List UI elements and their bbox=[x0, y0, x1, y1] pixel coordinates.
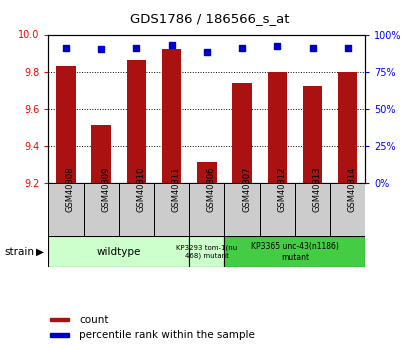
Point bbox=[63, 45, 69, 51]
Text: wildtype: wildtype bbox=[97, 247, 141, 257]
Bar bbox=[50, 333, 69, 337]
Bar bbox=[338, 71, 357, 183]
Text: GSM40306: GSM40306 bbox=[207, 167, 216, 212]
Text: GSM40313: GSM40313 bbox=[312, 167, 322, 212]
Bar bbox=[197, 162, 217, 183]
Text: GDS1786 / 186566_s_at: GDS1786 / 186566_s_at bbox=[130, 12, 290, 25]
Bar bbox=[260, 183, 295, 236]
Bar bbox=[268, 71, 287, 183]
Bar bbox=[224, 236, 365, 267]
Bar bbox=[295, 183, 330, 236]
Bar bbox=[232, 83, 252, 183]
Text: strain: strain bbox=[4, 247, 34, 257]
Bar bbox=[56, 66, 76, 183]
Bar bbox=[224, 183, 260, 236]
Text: KP3365 unc-43(n1186)
mutant: KP3365 unc-43(n1186) mutant bbox=[251, 242, 339, 262]
Text: GSM40307: GSM40307 bbox=[242, 167, 251, 212]
Bar bbox=[154, 183, 189, 236]
Text: percentile rank within the sample: percentile rank within the sample bbox=[79, 330, 255, 340]
Bar bbox=[48, 236, 189, 267]
Bar bbox=[48, 183, 84, 236]
Point bbox=[133, 45, 140, 51]
Bar bbox=[84, 183, 119, 236]
Bar bbox=[119, 183, 154, 236]
Text: GSM40308: GSM40308 bbox=[66, 167, 75, 212]
Text: ▶: ▶ bbox=[36, 247, 44, 257]
Bar bbox=[330, 183, 365, 236]
Bar bbox=[50, 318, 69, 322]
Text: count: count bbox=[79, 315, 108, 325]
Text: GSM40312: GSM40312 bbox=[277, 167, 286, 212]
Text: GSM40314: GSM40314 bbox=[348, 167, 357, 212]
Point bbox=[98, 47, 105, 52]
Point bbox=[203, 50, 210, 55]
Point bbox=[168, 42, 175, 48]
Bar bbox=[189, 183, 224, 236]
Bar bbox=[303, 87, 322, 183]
Text: GSM40309: GSM40309 bbox=[101, 167, 110, 212]
Bar bbox=[189, 236, 224, 267]
Bar bbox=[162, 49, 181, 183]
Point bbox=[239, 45, 245, 51]
Text: GSM40310: GSM40310 bbox=[136, 167, 145, 212]
Bar bbox=[92, 125, 111, 183]
Point bbox=[274, 43, 281, 49]
Bar bbox=[127, 60, 146, 183]
Point bbox=[309, 45, 316, 51]
Text: GSM40311: GSM40311 bbox=[172, 167, 181, 212]
Text: KP3293 tom-1(nu
468) mutant: KP3293 tom-1(nu 468) mutant bbox=[176, 245, 237, 259]
Point bbox=[344, 45, 351, 51]
